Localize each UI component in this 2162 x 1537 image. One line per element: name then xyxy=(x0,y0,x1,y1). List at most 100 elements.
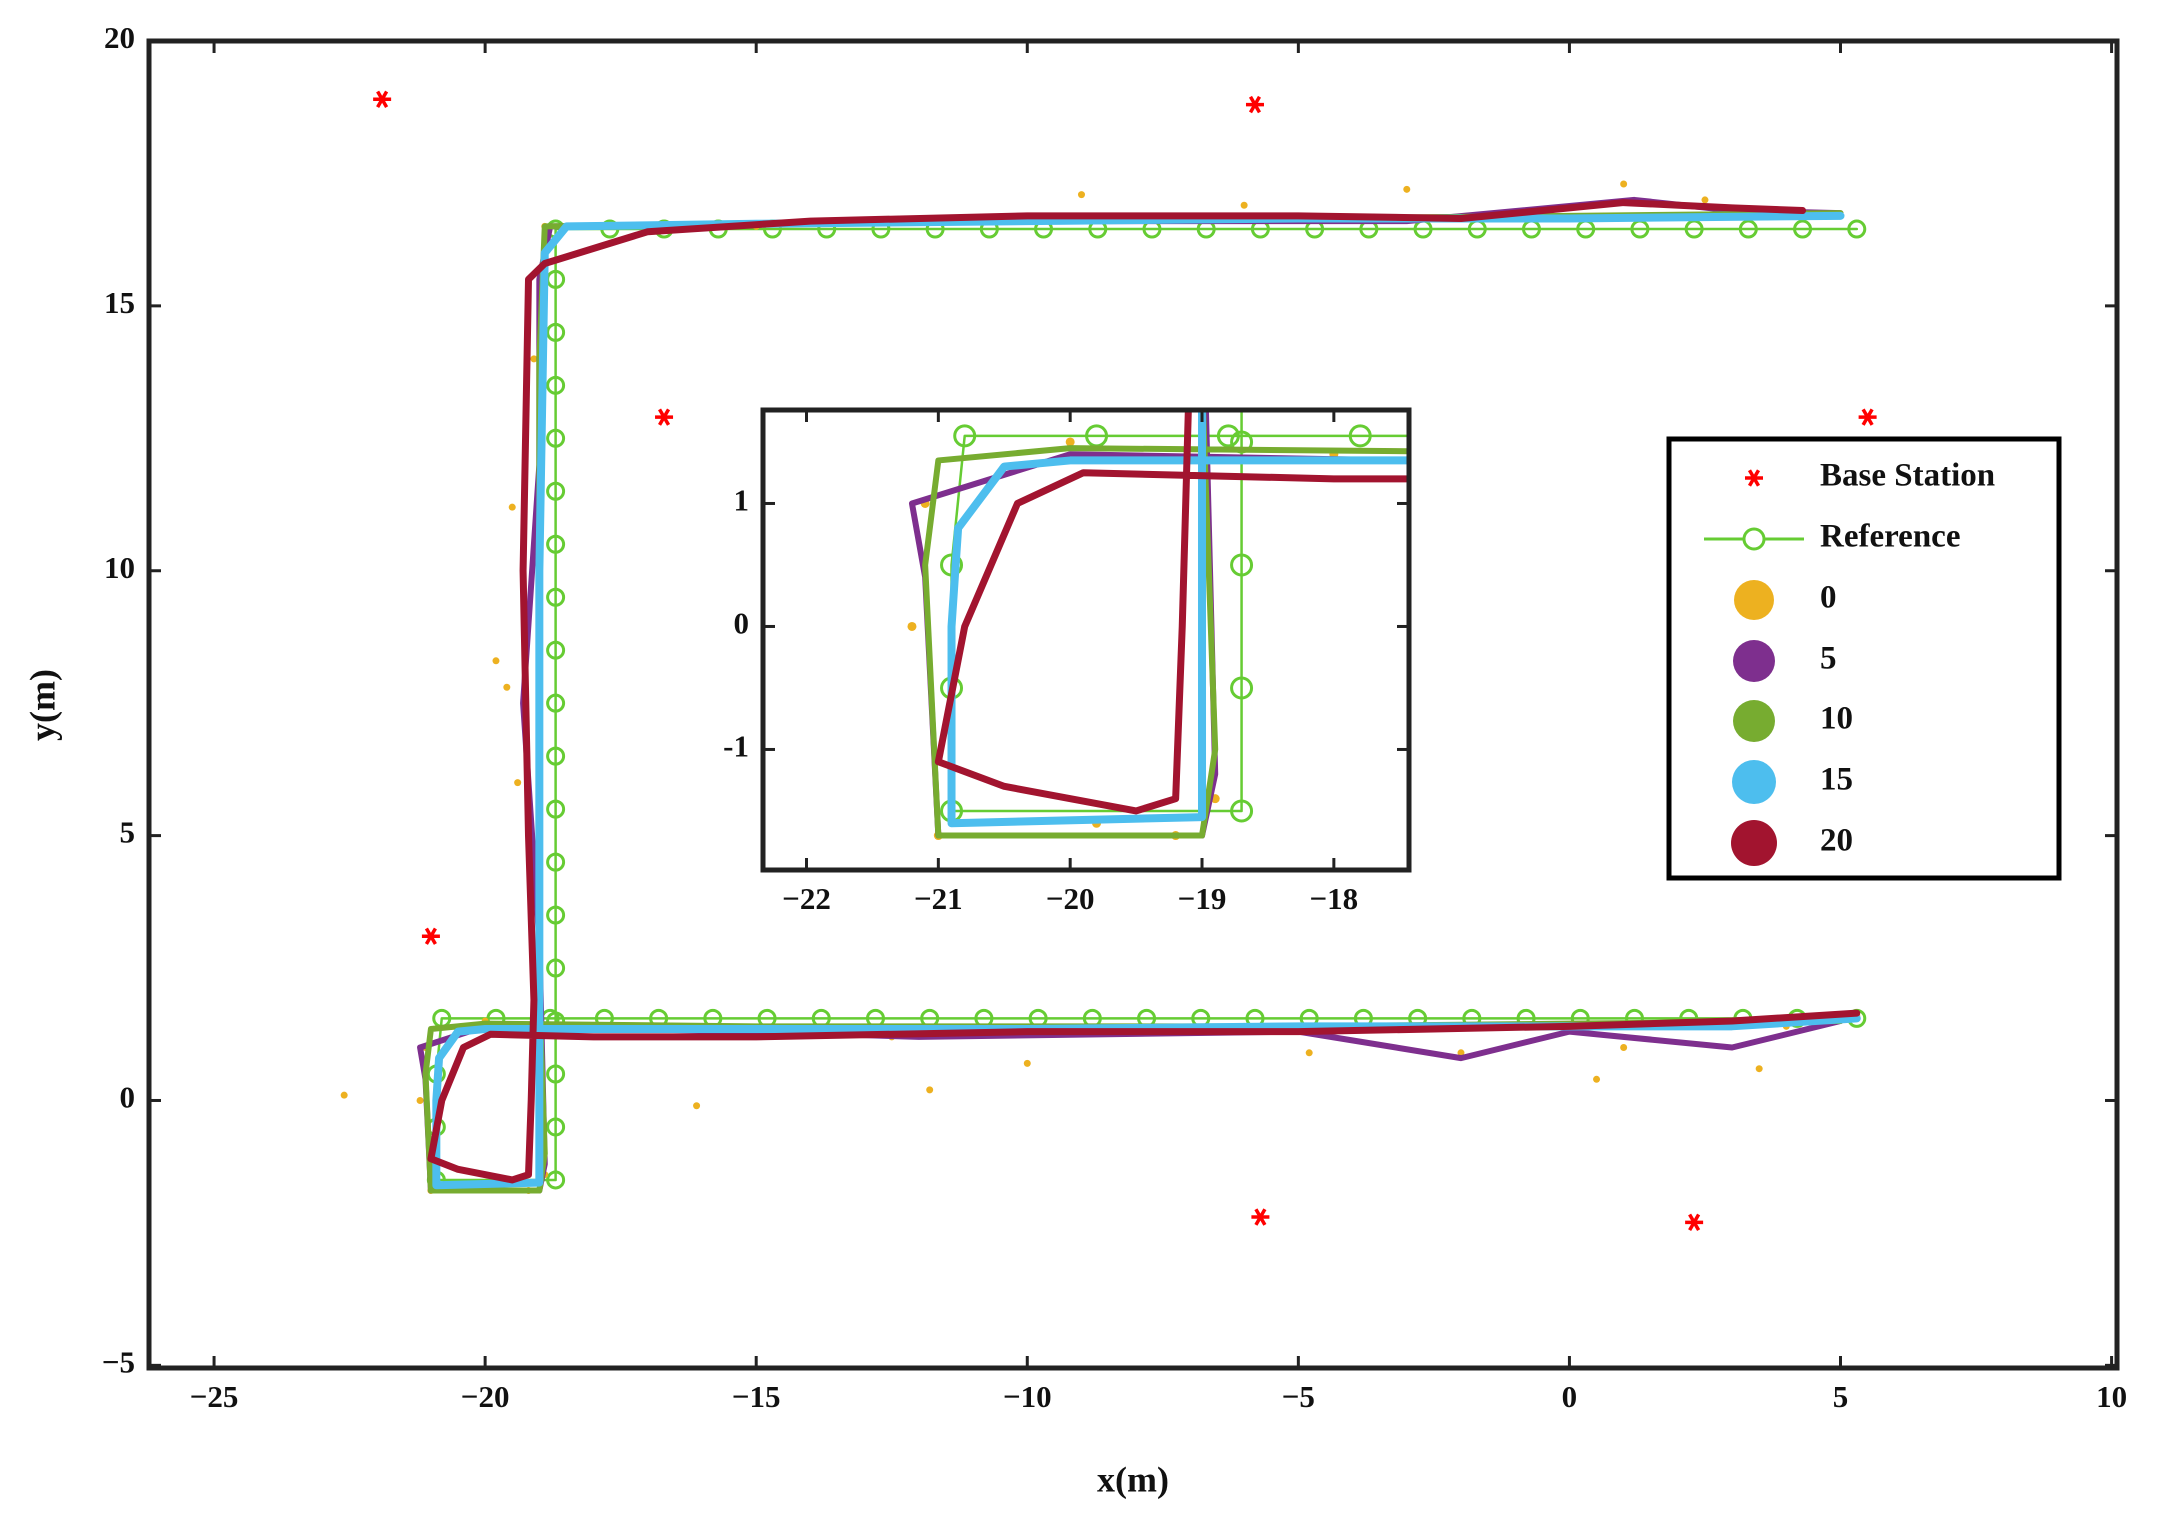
base-station xyxy=(1251,1208,1270,1226)
y-tick-label: 5 xyxy=(120,815,136,850)
reference-marker xyxy=(546,481,566,501)
reference-marker xyxy=(1348,424,1372,448)
estimate-dot xyxy=(2147,597,2156,606)
reference-marker xyxy=(953,424,977,448)
estimate-dot xyxy=(1305,1049,1313,1057)
estimate-dot xyxy=(1065,437,1075,447)
base-station xyxy=(1858,408,1877,426)
estimate-dot xyxy=(1620,1044,1628,1052)
plot-frame xyxy=(760,407,1412,873)
legend-label: Base Station xyxy=(1820,458,1995,494)
x-tick-label: −19 xyxy=(1178,881,1227,916)
estimate-dot xyxy=(1701,196,1709,204)
reference-marker xyxy=(546,587,566,607)
estimate-dot xyxy=(1023,1059,1031,1067)
reference-marker xyxy=(546,428,566,448)
y-tick-label: -1 xyxy=(723,729,749,764)
plot-background xyxy=(763,410,1409,870)
legend-label: 20 xyxy=(1820,823,1853,859)
reference-marker xyxy=(1230,553,1254,577)
legend-label: 0 xyxy=(1820,580,1837,616)
y-tick-label: 20 xyxy=(104,20,135,55)
reference-marker xyxy=(546,640,566,660)
legend-star xyxy=(1747,469,1761,487)
reference-marker xyxy=(546,322,566,342)
y-tick-label: 0 xyxy=(734,606,750,641)
reference-marker xyxy=(546,958,566,978)
reference-marker xyxy=(1738,219,1758,239)
reference-marker xyxy=(546,375,566,395)
reference-marker xyxy=(546,693,566,713)
x-tick-label: −22 xyxy=(782,881,831,916)
estimate-dot xyxy=(907,621,917,631)
reference-marker xyxy=(1793,219,1813,239)
reference-marker xyxy=(546,905,566,925)
base-station xyxy=(1245,95,1264,114)
series-line xyxy=(947,410,1409,828)
y-tick-label: 15 xyxy=(104,285,135,320)
x-tick-label: 5 xyxy=(1833,1379,1849,1414)
estimate-dot xyxy=(1240,201,1248,209)
series-line xyxy=(427,199,1861,1184)
reference-marker xyxy=(546,534,566,554)
legend-marker xyxy=(1732,760,1776,804)
estimate-dot xyxy=(1077,191,1085,199)
estimate-dot xyxy=(416,1096,424,1104)
base-station xyxy=(373,90,392,108)
estimate-dot xyxy=(492,657,500,665)
reference-marker xyxy=(2141,426,2161,446)
legend-label: 5 xyxy=(1820,641,1837,677)
reference-marker xyxy=(1230,799,1254,823)
reference-marker xyxy=(1230,676,1254,700)
legend-label: 15 xyxy=(1820,762,1853,798)
x-tick-label: −25 xyxy=(190,1379,239,1414)
legend-label: 10 xyxy=(1820,701,1853,737)
y-tick-label: 10 xyxy=(104,550,135,585)
reference-marker xyxy=(546,852,566,872)
reference-marker xyxy=(546,1064,566,1084)
estimate-dot xyxy=(1755,1065,1763,1073)
x-tick-label: −15 xyxy=(732,1379,781,1414)
estimate-dot xyxy=(514,779,522,787)
plot-area xyxy=(340,90,1877,1231)
y-tick-label: 0 xyxy=(120,1080,136,1115)
x-tick-label: −10 xyxy=(1003,1379,1052,1414)
y-tick-label: −5 xyxy=(102,1344,135,1379)
reference-marker xyxy=(546,1170,566,1190)
x-tick-label: −20 xyxy=(461,1379,510,1414)
plot-frame xyxy=(146,38,2120,1371)
reference-marker xyxy=(1847,219,1867,239)
series-line xyxy=(934,410,1409,815)
x-tick-label: −5 xyxy=(1282,1379,1315,1414)
y-axis-label: y(m) xyxy=(22,669,62,741)
base-station xyxy=(1685,1213,1704,1231)
star-stroke xyxy=(1688,1213,1701,1231)
plot-area xyxy=(907,410,2161,841)
estimate-dot xyxy=(340,1091,348,1099)
estimate-dot xyxy=(503,683,511,691)
y-tick-label: 1 xyxy=(734,483,750,518)
estimate-dot xyxy=(1620,180,1628,188)
estimate-dot xyxy=(508,503,516,511)
x-tick-label: 10 xyxy=(2096,1379,2127,1414)
base-station xyxy=(421,927,440,945)
estimate-dot xyxy=(530,355,538,363)
star-stroke xyxy=(1248,95,1261,114)
legend: Base Station Reference 0 5 10 15 20 xyxy=(1666,436,2062,881)
reference-marker xyxy=(1216,424,1240,448)
legend-marker xyxy=(1734,580,1774,620)
estimate-dot xyxy=(1457,1049,1465,1057)
star-stroke xyxy=(1861,408,1874,426)
x-axis-label: x(m) xyxy=(1097,1459,1169,1499)
series-line xyxy=(922,410,1409,839)
star-stroke xyxy=(658,408,671,426)
x-tick-label: −21 xyxy=(914,881,963,916)
estimate-dot xyxy=(926,1086,934,1094)
star-stroke xyxy=(424,927,437,945)
legend-label: Reference xyxy=(1820,519,1960,555)
reference-marker xyxy=(546,799,566,819)
reference-marker xyxy=(546,1117,566,1137)
legend-marker xyxy=(1733,640,1775,682)
series-line xyxy=(435,227,1859,1182)
